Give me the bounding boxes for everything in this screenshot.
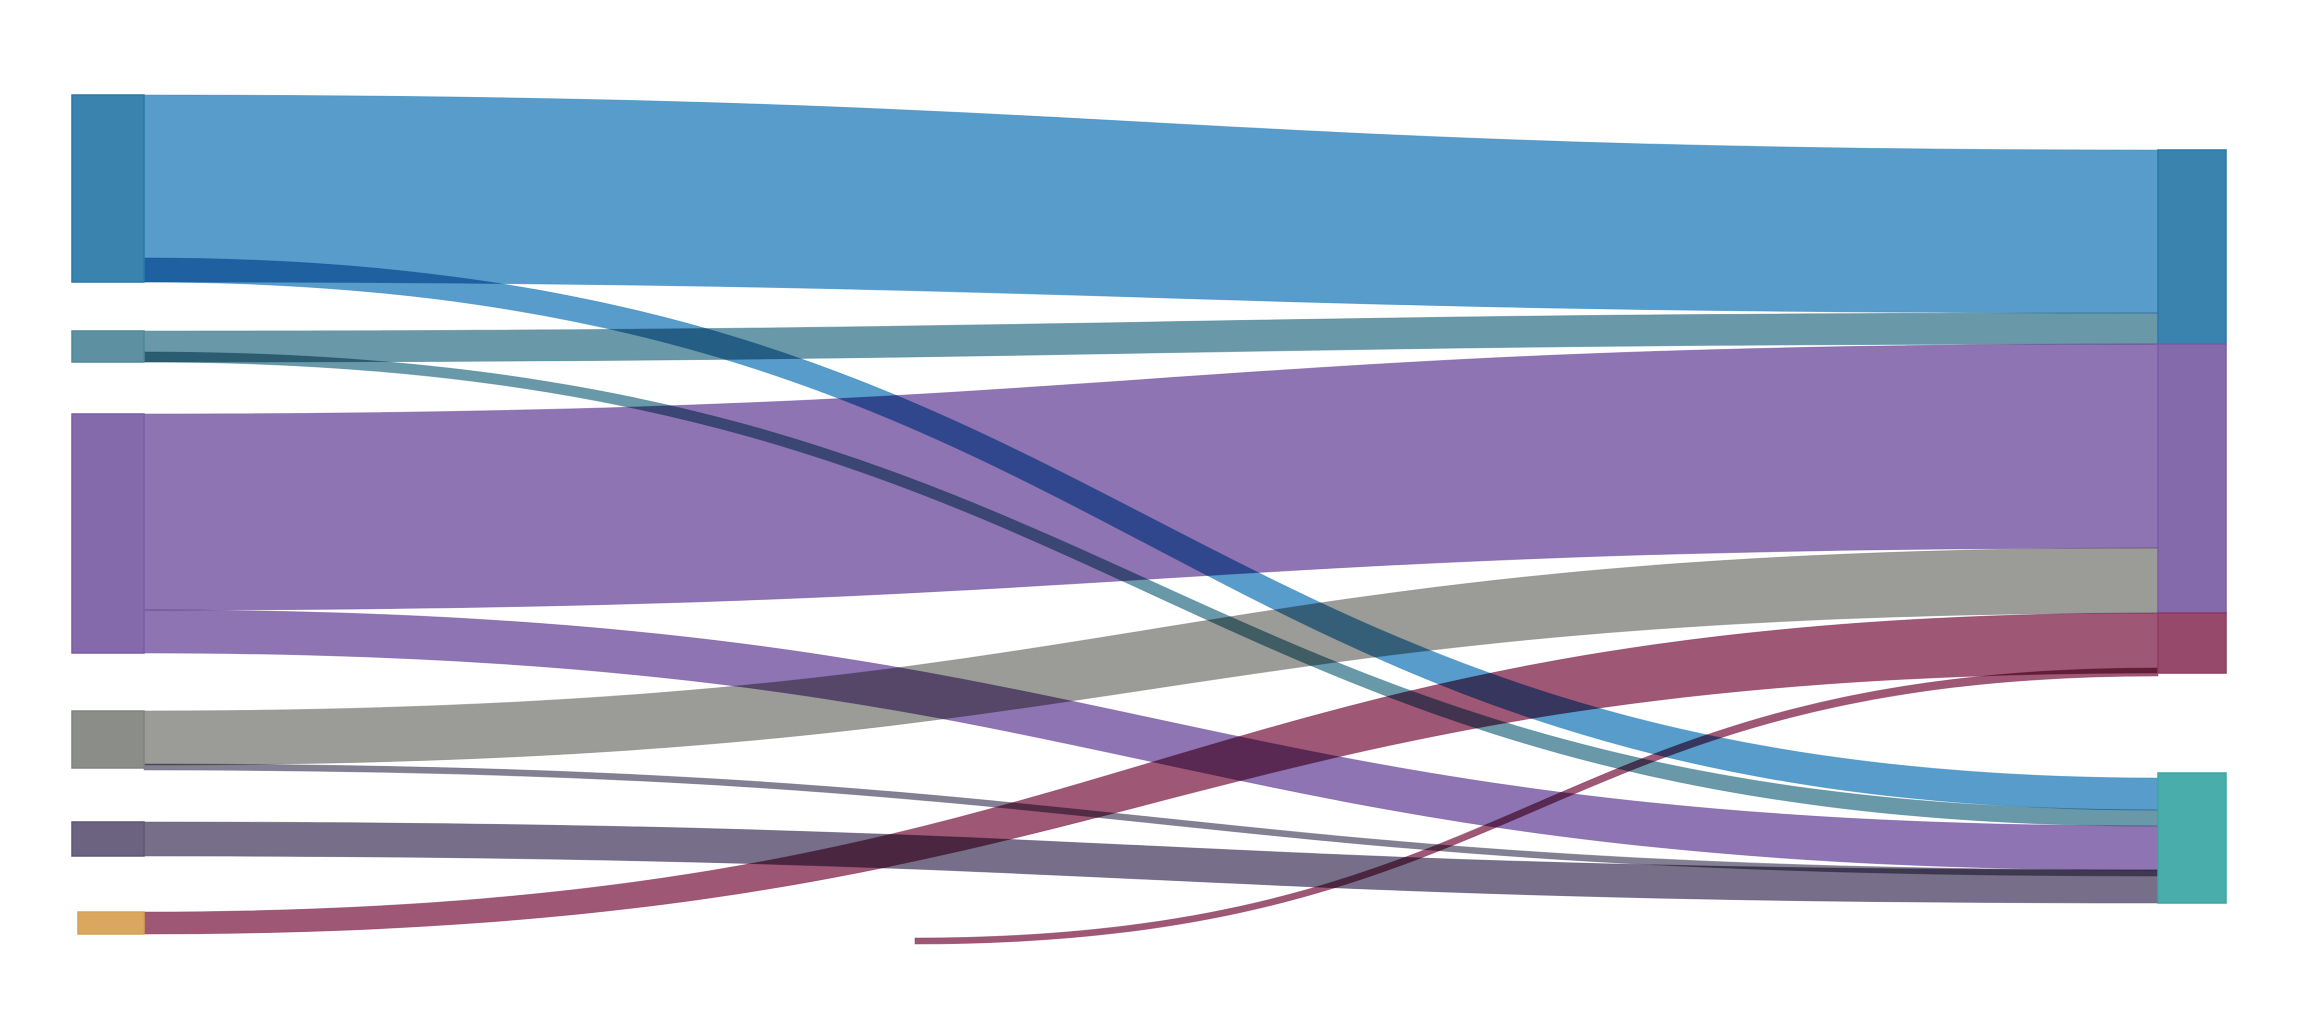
node-t3 <box>2157 612 2227 674</box>
link-s6-t4 <box>914 667 2159 945</box>
node-s6 <box>77 911 145 935</box>
node-s1 <box>71 94 145 283</box>
node-t4 <box>2157 772 2227 904</box>
node-s5 <box>71 821 145 857</box>
node-t2 <box>2157 343 2227 614</box>
nodes-layer <box>71 94 2227 935</box>
links-layer <box>143 94 2159 945</box>
node-s4 <box>71 710 145 769</box>
node-s2 <box>71 330 145 363</box>
node-t1 <box>2157 149 2227 345</box>
node-s3 <box>71 413 145 654</box>
